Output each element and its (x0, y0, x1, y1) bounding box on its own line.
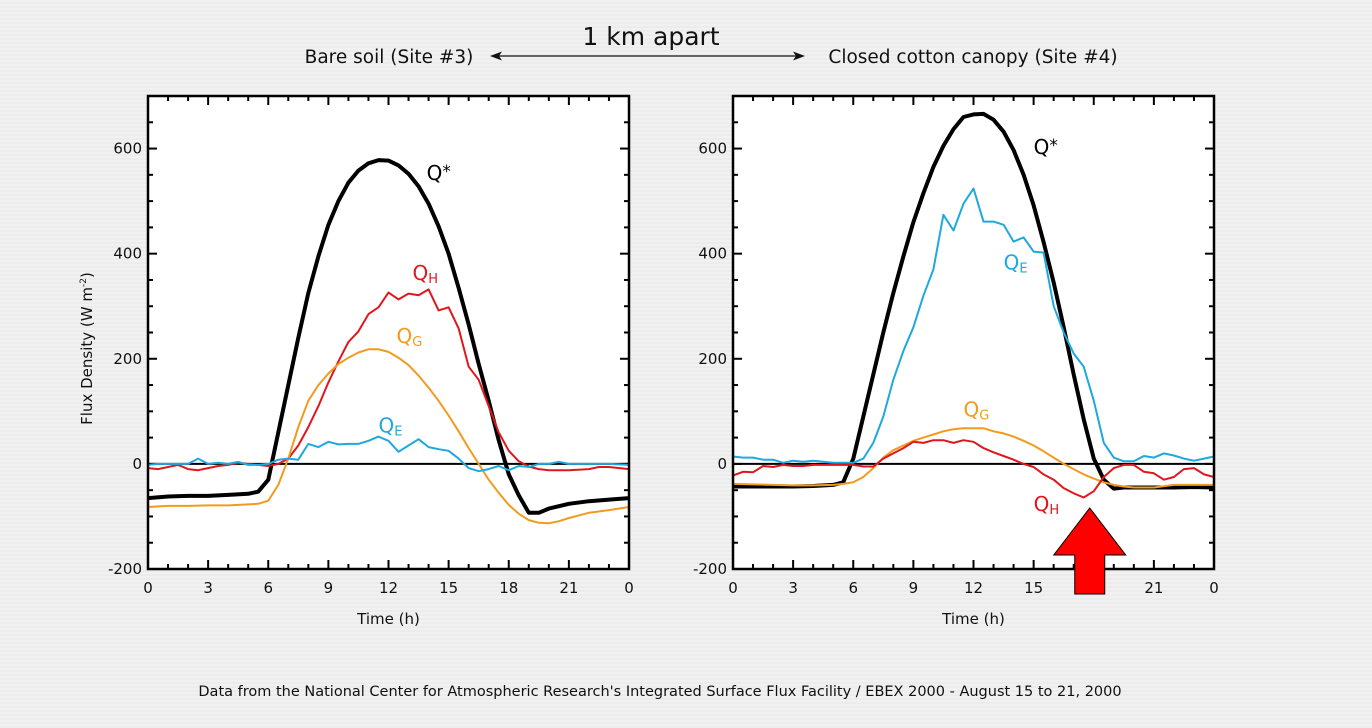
series-label-qe: QE (378, 413, 402, 439)
x-axis-label: Time (h) (356, 610, 420, 628)
x-tick-label: 12 (379, 579, 398, 597)
x-tick-label: 15 (439, 579, 458, 597)
series-line-qh (147, 288, 630, 472)
x-tick-label: 18 (499, 579, 518, 597)
series-label-qg: QG (397, 324, 423, 350)
series-label-qh: QH (1034, 492, 1060, 518)
x-tick-label: 9 (324, 579, 334, 597)
header-center-label: 1 km apart (582, 22, 719, 51)
y-tick-label: 200 (113, 350, 142, 368)
y-tick-label: 200 (698, 350, 727, 368)
series-label-qe: QE (1004, 250, 1028, 276)
y-tick-label: -200 (108, 560, 142, 578)
x-axis-label: Time (h) (941, 610, 1005, 628)
plot-frame (146, 94, 631, 571)
series-label-qg: QG (963, 398, 989, 424)
x-tick-label: 0 (1209, 579, 1219, 597)
y-tick-label: 0 (717, 455, 727, 473)
header-left-site: Bare soil (Site #3) (305, 47, 474, 68)
y-tick-label: 0 (132, 455, 142, 473)
double-arrow-icon (490, 51, 805, 61)
x-tick-label: 3 (203, 579, 213, 597)
plot-area (148, 96, 629, 569)
series-label-qh: QH (413, 261, 439, 287)
plot-frame (731, 94, 1216, 571)
series-line-qg (732, 427, 1214, 489)
series-label-q-star: Q* (427, 161, 451, 185)
y-tick-label: 400 (698, 245, 727, 263)
x-tick-label: 6 (263, 579, 273, 597)
x-tick-label: 12 (964, 579, 983, 597)
x-tick-label: 15 (1024, 579, 1043, 597)
series-line-q-star (147, 158, 630, 515)
x-tick-label: 6 (848, 579, 858, 597)
x-tick-label: 3 (788, 579, 798, 597)
series-line-qh (732, 439, 1215, 499)
series-line-qg (147, 348, 630, 525)
x-tick-label: 21 (1144, 579, 1163, 597)
x-tick-label: 0 (624, 579, 634, 597)
footnote: Data from the National Center for Atmosp… (198, 684, 1121, 700)
y-axis-label: Flux Density (W m-2) (78, 272, 96, 425)
x-tick-label: 0 (143, 579, 153, 597)
x-tick-label: 9 (909, 579, 919, 597)
series-line-qe (147, 435, 630, 473)
y-tick-label: 400 (113, 245, 142, 263)
red-arrow-annotation (1052, 507, 1127, 595)
header-right-site: Closed cotton canopy (Site #4) (828, 47, 1117, 68)
plot-area (733, 96, 1214, 569)
x-tick-label: 21 (559, 579, 578, 597)
y-tick-label: 600 (698, 140, 727, 158)
y-tick-label: -200 (693, 560, 727, 578)
series-line-qe (732, 187, 1215, 464)
x-tick-label: 0 (728, 579, 738, 597)
y-tick-label: 600 (113, 140, 142, 158)
series-label-q-star: Q* (1034, 135, 1058, 159)
